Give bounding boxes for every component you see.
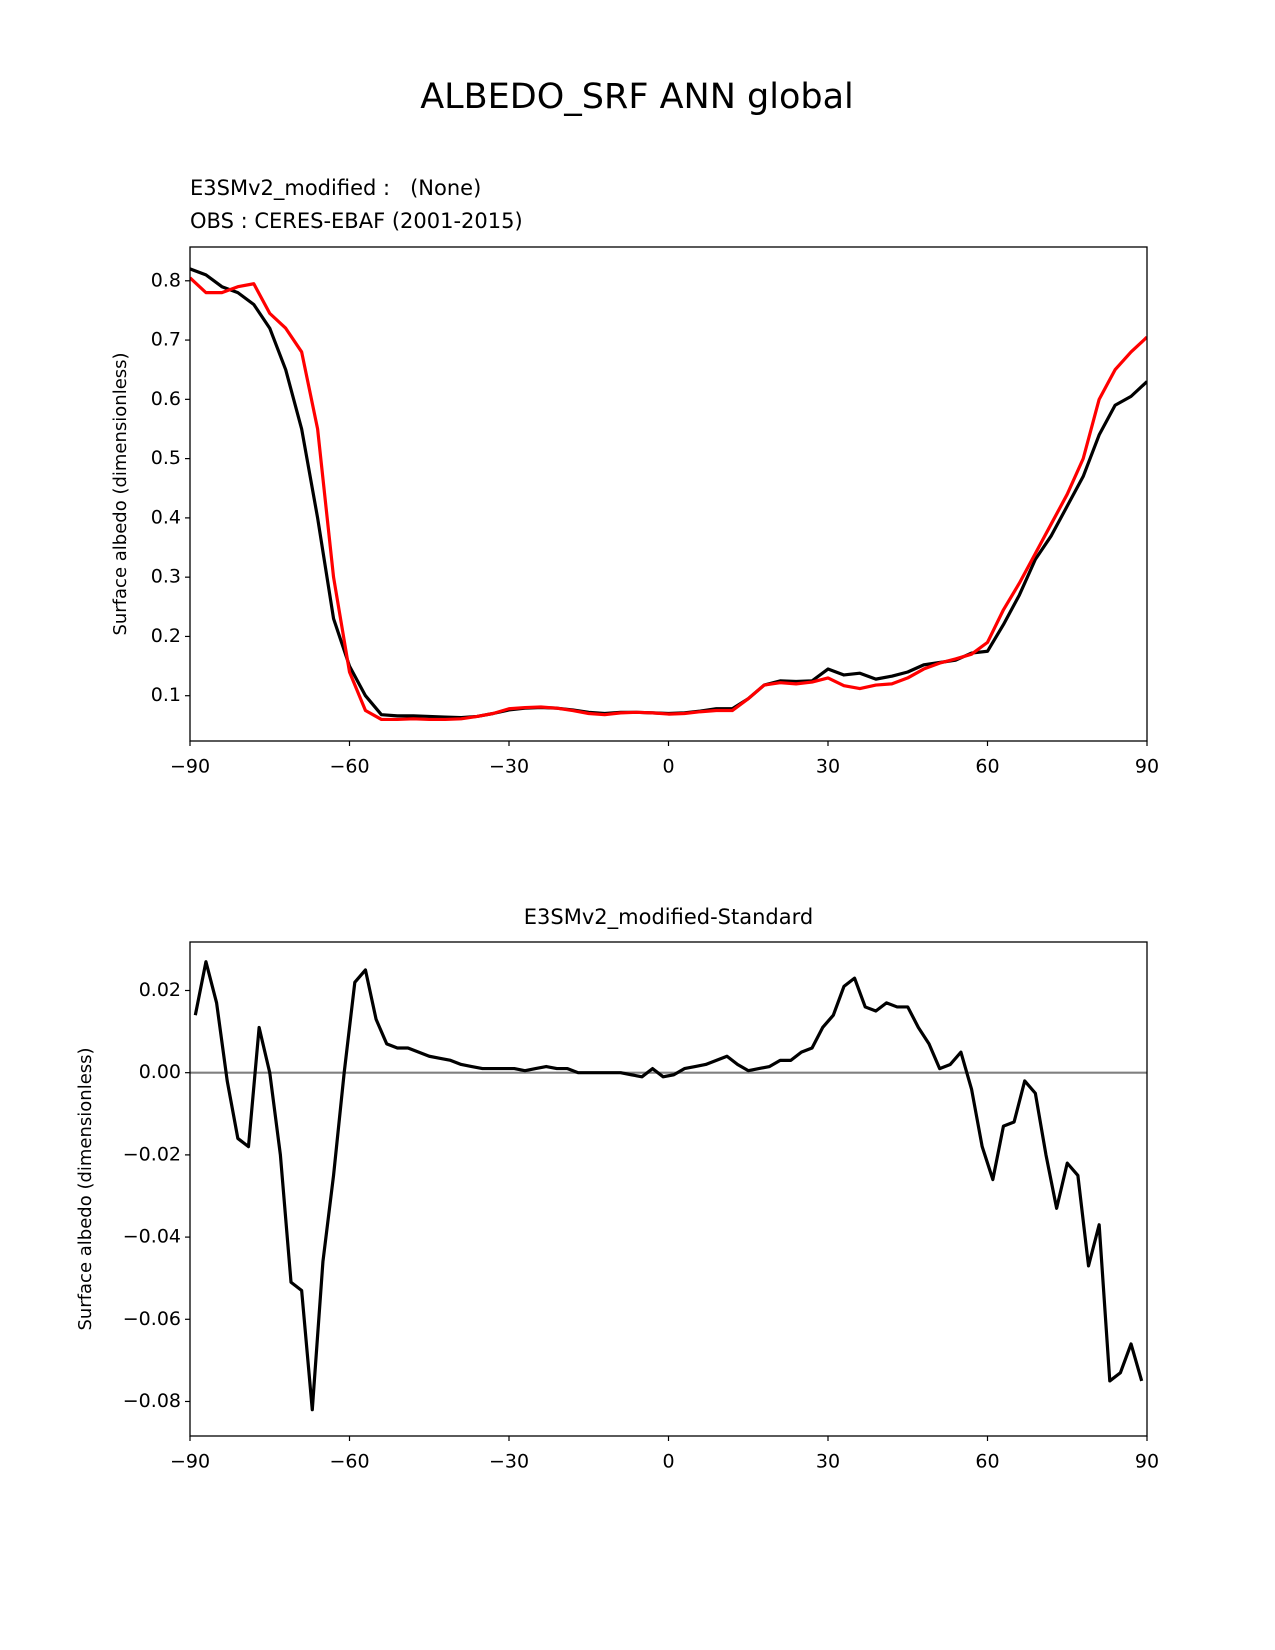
x-tick-label: −60 — [329, 756, 369, 778]
x-tick-label: 0 — [662, 756, 674, 778]
y-tick-label: 0.00 — [139, 1061, 181, 1083]
x-tick-label: −90 — [170, 1451, 210, 1473]
figure-title: ALBEDO_SRF ANN global — [420, 77, 854, 117]
data-line — [190, 276, 1147, 722]
axes-title: E3SMv2_modified-Standard — [524, 905, 813, 930]
axes-frame — [189, 941, 1148, 1437]
y-tick-label: 0.3 — [151, 566, 181, 588]
y-tick-label: 0.02 — [139, 979, 181, 1001]
y-tick-label: 0.2 — [151, 625, 181, 647]
series-label: OBS : CERES-EBAF (2001-2015) — [190, 209, 523, 233]
y-axis-label: Surface albedo (dimensionless) — [75, 1047, 96, 1330]
x-tick-label: 30 — [816, 756, 840, 778]
x-tick-label: 90 — [1135, 1451, 1159, 1473]
data-line — [193, 960, 1144, 1412]
y-tick-label: −0.02 — [123, 1143, 181, 1165]
y-tick-label: 0.5 — [151, 447, 181, 469]
y-tick-label: 0.4 — [151, 506, 181, 528]
x-tick-label: 60 — [975, 756, 999, 778]
x-tick-label: 60 — [975, 1451, 999, 1473]
y-tick-label: −0.08 — [123, 1390, 181, 1412]
y-tick-label: 0.1 — [151, 684, 181, 706]
axes-frame — [189, 246, 1148, 742]
series-label: E3SMv2_modified : (None) — [190, 176, 481, 201]
x-tick-label: −30 — [489, 756, 529, 778]
y-tick-label: 0.7 — [151, 329, 181, 351]
x-tick-label: 90 — [1135, 756, 1159, 778]
x-tick-label: −60 — [329, 1451, 369, 1473]
x-tick-label: 30 — [816, 1451, 840, 1473]
x-tick-label: 0 — [662, 1451, 674, 1473]
x-tick-label: −30 — [489, 1451, 529, 1473]
y-tick-label: 0.6 — [151, 388, 181, 410]
y-tick-label: −0.04 — [123, 1226, 181, 1248]
x-tick-label: −90 — [170, 756, 210, 778]
y-tick-label: −0.06 — [123, 1308, 181, 1330]
y-axis-label: Surface albedo (dimensionless) — [110, 352, 131, 635]
y-tick-label: 0.8 — [151, 269, 181, 291]
